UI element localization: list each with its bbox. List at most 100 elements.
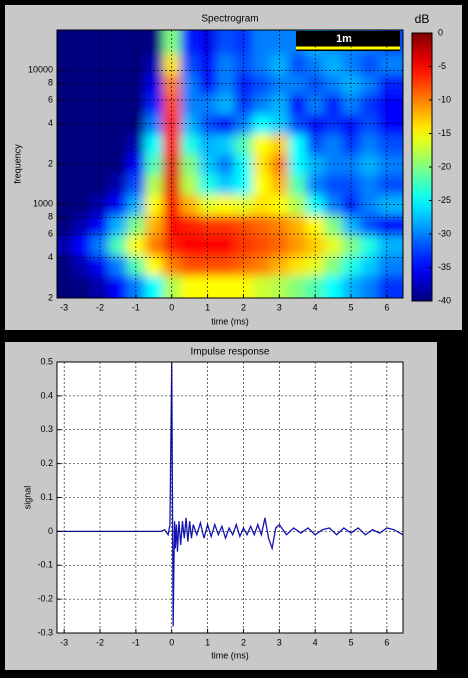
heat-cell bbox=[306, 74, 325, 95]
heat-cell bbox=[162, 234, 182, 256]
heat-cell bbox=[144, 74, 164, 95]
heat-cell bbox=[162, 53, 182, 75]
heat-cell bbox=[180, 234, 200, 256]
heat-cell bbox=[252, 194, 271, 216]
heat-cell bbox=[270, 74, 289, 95]
heat-cell bbox=[198, 234, 218, 256]
heat-cell bbox=[234, 154, 253, 175]
heat-cell bbox=[288, 255, 307, 276]
heat-cell bbox=[216, 113, 235, 135]
heat-cell bbox=[144, 134, 164, 155]
heat-cell bbox=[57, 134, 74, 155]
heat-cell bbox=[57, 234, 74, 256]
heat-cell bbox=[180, 53, 200, 75]
colorbar-tick-label: 0 bbox=[438, 27, 443, 37]
heat-cell bbox=[270, 154, 289, 175]
heat-cell bbox=[359, 154, 379, 175]
heat-cell bbox=[198, 255, 218, 276]
heat-cell bbox=[288, 93, 307, 115]
heat-cell bbox=[359, 275, 379, 298]
chart-title: Spectrogram bbox=[201, 14, 258, 25]
heat-cell bbox=[288, 74, 307, 95]
heat-cell bbox=[234, 53, 253, 75]
heat-cell bbox=[342, 214, 361, 236]
heat-cell bbox=[108, 214, 128, 236]
heat-cell bbox=[324, 74, 343, 95]
heat-cell bbox=[216, 255, 235, 276]
y-tick-label: 0 bbox=[48, 526, 53, 536]
heat-cell bbox=[342, 53, 361, 75]
heat-cell bbox=[342, 134, 361, 155]
heat-cell bbox=[144, 214, 164, 236]
heat-cell bbox=[91, 53, 110, 75]
heat-cell bbox=[306, 93, 325, 115]
heat-cell bbox=[162, 255, 182, 276]
heat-cell bbox=[377, 255, 403, 276]
heat-cell bbox=[324, 234, 343, 256]
heat-cell bbox=[359, 53, 379, 75]
x-tick-label: -1 bbox=[132, 302, 140, 312]
heat-cell bbox=[144, 174, 164, 196]
heat-cell bbox=[324, 154, 343, 175]
heat-cell bbox=[324, 113, 343, 135]
heat-cell bbox=[234, 194, 253, 216]
heat-cell bbox=[57, 93, 74, 115]
heat-cell bbox=[324, 255, 343, 276]
heat-cell bbox=[162, 134, 182, 155]
x-tick-label: 0 bbox=[169, 637, 174, 647]
heat-cell bbox=[91, 174, 110, 196]
heat-cell bbox=[288, 134, 307, 155]
x-axis-label: time (ms) bbox=[211, 316, 249, 326]
heat-cell bbox=[234, 234, 253, 256]
heat-cell bbox=[342, 234, 361, 256]
heat-cell bbox=[126, 194, 146, 216]
heat-cell bbox=[91, 255, 110, 276]
colorbar-tick-label: -40 bbox=[438, 295, 451, 305]
heat-cell bbox=[57, 214, 74, 236]
x-tick-label: 3 bbox=[277, 637, 282, 647]
y-tick-label: 4 bbox=[48, 118, 53, 128]
x-tick-label: 4 bbox=[313, 302, 318, 312]
heat-cell bbox=[144, 234, 164, 256]
y-tick-label: -0.2 bbox=[37, 594, 53, 604]
heat-cell bbox=[306, 255, 325, 276]
heat-cell bbox=[126, 113, 146, 135]
heat-cell bbox=[126, 93, 146, 115]
heat-cell bbox=[73, 134, 92, 155]
heat-cell bbox=[377, 174, 403, 196]
chart-title: Impulse response bbox=[191, 347, 270, 358]
heat-cell bbox=[324, 134, 343, 155]
heat-cell bbox=[91, 113, 110, 135]
heat-cell bbox=[198, 194, 218, 216]
heat-cell bbox=[180, 154, 200, 175]
colorbar-tick-label: -10 bbox=[438, 94, 451, 104]
heat-cell bbox=[342, 113, 361, 135]
heat-cell bbox=[162, 214, 182, 236]
heat-cell bbox=[180, 30, 200, 55]
heat-cell bbox=[359, 255, 379, 276]
heat-cell bbox=[377, 275, 403, 298]
heat-cell bbox=[270, 214, 289, 236]
x-tick-label: 6 bbox=[384, 302, 389, 312]
y-tick-label: 2 bbox=[48, 158, 53, 168]
heat-cell bbox=[91, 134, 110, 155]
heat-cell bbox=[198, 74, 218, 95]
heat-cell bbox=[359, 234, 379, 256]
heat-cell bbox=[288, 275, 307, 298]
x-tick-label: 2 bbox=[241, 302, 246, 312]
heat-cell bbox=[359, 214, 379, 236]
heat-cell bbox=[126, 255, 146, 276]
heat-cell bbox=[359, 174, 379, 196]
heat-cell bbox=[126, 234, 146, 256]
heat-cell bbox=[144, 154, 164, 175]
heat-cell bbox=[342, 74, 361, 95]
heat-cell bbox=[180, 93, 200, 115]
heat-cell bbox=[270, 134, 289, 155]
heat-cell bbox=[162, 154, 182, 175]
y-tick-label: 0.3 bbox=[40, 424, 53, 434]
heat-cell bbox=[162, 113, 182, 135]
heat-cell bbox=[216, 154, 235, 175]
heat-cell bbox=[324, 174, 343, 196]
heat-cell bbox=[216, 134, 235, 155]
x-tick-label: 5 bbox=[349, 637, 354, 647]
